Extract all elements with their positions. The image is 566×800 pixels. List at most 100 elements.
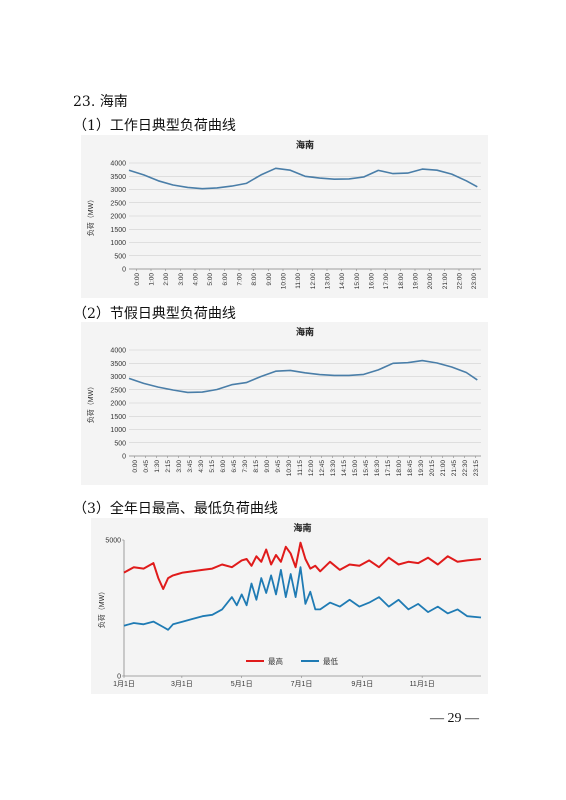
annual-load-chart-svg: 海南 0 5000 1月1日 3月1日 5月1日 7月1日 9月1日 11月1日 负荷（MW） 最高…: [97, 522, 482, 688]
chart-title: 海南: [293, 522, 311, 533]
y-tick-label: 3000: [110, 374, 126, 381]
x-tick-label: 2:00: [163, 273, 170, 286]
x-tick-label: 14:00: [339, 273, 346, 290]
x-tick-label: 8:15: [253, 460, 260, 473]
x-tick-label: 0:45: [143, 460, 150, 473]
page-number: — 29 —: [430, 711, 479, 726]
x-tick-label: 18:00: [396, 460, 403, 477]
x-tick-label: 13:00: [325, 273, 332, 290]
y-tick-label: 4000: [110, 161, 126, 168]
workday-load-chart-svg: 海南 0 500 1000 1500 2000 2500 3000 3500 4000 0:00 1:…: [86, 139, 481, 290]
x-tick-label: 20:15: [429, 460, 436, 477]
section-title: 23. 海南: [73, 94, 128, 110]
legend-label: 最低: [323, 656, 338, 666]
x-tick-label: 21:00: [442, 273, 449, 290]
x-tick-label: 19:30: [418, 460, 425, 477]
sub-heading-holiday: （2）节假日典型负荷曲线: [73, 306, 236, 322]
series-line-min: [123, 566, 482, 631]
x-tick-label: 0:00: [134, 273, 141, 286]
x-tick-label: 18:45: [407, 460, 414, 477]
x-tick-label: 23:15: [473, 460, 480, 477]
y-tick-label: 0: [117, 674, 121, 681]
y-tick-label: 500: [114, 253, 126, 260]
series-line-max: [123, 541, 482, 590]
y-tick-label: 5000: [105, 538, 121, 545]
x-tick-label: 4:00: [193, 273, 200, 286]
x-tick-label: 6:00: [222, 273, 229, 286]
y-tick-label: 3000: [110, 187, 126, 194]
x-tick-label: 12:45: [319, 460, 326, 477]
x-tick-label: 1:00: [149, 273, 156, 286]
y-tick-label: 3500: [110, 174, 126, 181]
x-tick-label: 7:00: [237, 273, 244, 286]
x-tick-label: 7:30: [242, 460, 249, 473]
sub-heading-annual: （3）全年日最高、最低负荷曲线: [73, 501, 278, 517]
x-tick-label: 8:00: [251, 273, 258, 286]
x-tick-label: 9:00: [266, 273, 273, 286]
x-tick-label: 18:00: [398, 273, 405, 290]
x-tick-label: 3月1日: [171, 680, 193, 688]
x-tick-label: 6:45: [231, 460, 238, 473]
annual-load-chart: 海南 0 5000 1月1日 3月1日 5月1日 7月1日 9月1日 11月1日 负荷（MW） 最高…: [91, 518, 488, 694]
x-tick-label: 22:30: [462, 460, 469, 477]
x-tick-label: 5月1日: [231, 680, 253, 688]
y-axis-label: 负荷（MW）: [86, 196, 95, 236]
x-tick-label: 20:00: [427, 273, 434, 290]
x-tick-label: 3:45: [187, 460, 194, 473]
load-series-line: [128, 359, 478, 394]
x-tick-label: 10:00: [281, 273, 288, 290]
x-tick-label: 4:30: [198, 460, 205, 473]
x-tick-label: 6:00: [220, 460, 227, 473]
workday-load-chart: 海南 0 500 1000 1500 2000 2500 3000 3500 4000 0:00 1:…: [81, 135, 488, 298]
y-tick-label: 3500: [110, 361, 126, 368]
x-tick-label: 12:00: [310, 273, 317, 290]
x-tick-label: 16:30: [374, 460, 381, 477]
y-tick-label: 0: [122, 267, 126, 274]
x-tick-label: 12:00: [308, 460, 315, 477]
y-tick-label: 1000: [110, 427, 126, 434]
x-tick-label: 21:00: [440, 460, 447, 477]
x-tick-label: 15:00: [354, 273, 361, 290]
x-tick-label: 17:15: [385, 460, 392, 477]
chart-title: 海南: [296, 326, 314, 337]
holiday-load-chart-svg: 海南 0 500 1000 1500 2000 2500 3000 3500 4000 0:00 0:…: [86, 326, 481, 477]
y-tick-label: 1500: [110, 227, 126, 234]
x-tick-label: 3:00: [176, 460, 183, 473]
x-tick-label: 2:15: [165, 460, 172, 473]
chart-title: 海南: [296, 139, 314, 150]
x-tick-label: 9:00: [264, 460, 271, 473]
y-tick-label: 1500: [110, 414, 126, 421]
x-tick-label: 11:00: [295, 273, 302, 289]
x-tick-label: 5:00: [207, 273, 214, 286]
y-axis-label: 负荷（MW）: [86, 383, 95, 423]
x-tick-label: 17:00: [383, 273, 390, 290]
x-tick-label: 15:45: [363, 460, 370, 477]
load-series-line: [128, 167, 478, 190]
x-tick-label: 13:30: [330, 460, 337, 477]
y-tick-label: 2500: [110, 387, 126, 394]
x-tick-label: 15:00: [352, 460, 359, 477]
y-tick-label: 2500: [110, 200, 126, 207]
x-tick-label: 3:00: [178, 273, 185, 286]
y-tick-label: 1000: [110, 240, 126, 247]
x-tick-label: 9月1日: [351, 680, 373, 688]
x-tick-label: 21:45: [451, 460, 458, 477]
x-tick-label: 9:45: [275, 460, 282, 473]
y-tick-label: 4000: [110, 348, 126, 355]
x-tick-label: 11:15: [297, 460, 304, 476]
y-tick-label: 0: [122, 454, 126, 461]
sub-heading-workday: （1）工作日典型负荷曲线: [73, 118, 236, 134]
x-tick-label: 11月1日: [410, 680, 435, 688]
x-tick-label: 7月1日: [291, 680, 313, 688]
x-tick-label: 1月1日: [113, 680, 135, 688]
x-tick-label: 23:00: [471, 273, 478, 290]
y-axis-label: 负荷（MW）: [97, 588, 106, 628]
x-tick-label: 1:30: [154, 460, 161, 473]
holiday-load-chart: 海南 0 500 1000 1500 2000 2500 3000 3500 4000 0:00 0:…: [81, 322, 488, 485]
y-tick-label: 2000: [110, 401, 126, 408]
x-tick-label: 16:00: [369, 273, 376, 290]
x-tick-label: 10:30: [286, 460, 293, 477]
y-tick-label: 500: [114, 440, 126, 447]
x-tick-label: 5:15: [209, 460, 216, 473]
legend-label: 最高: [268, 656, 283, 666]
